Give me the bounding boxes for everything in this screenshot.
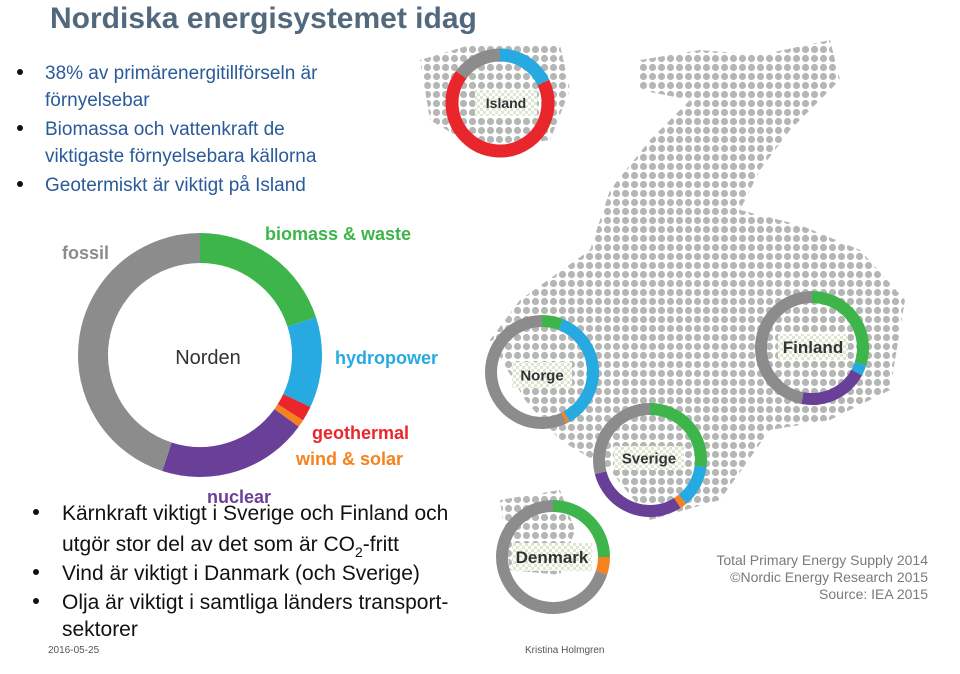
- donut-segment: [552, 500, 610, 558]
- donut-segment: [678, 465, 707, 504]
- donut-segment: [649, 403, 707, 468]
- category-label: nuclear: [207, 487, 271, 507]
- donut-title: Denmark: [516, 548, 589, 567]
- donut-segment: [78, 233, 201, 472]
- subscript: 2: [355, 544, 363, 560]
- label-box: [475, 90, 537, 116]
- bullet: Geotermiskt är viktigt på Island: [45, 175, 306, 196]
- donut-segment: [801, 369, 862, 405]
- bullet: Kärnkraft viktigt i Sverige och Finland …: [62, 502, 448, 525]
- donut-segment: [277, 393, 311, 421]
- bullet: 38% av primärenergitillförseln är: [45, 63, 318, 84]
- date: 2016-05-25: [48, 645, 100, 656]
- text: -fritt: [363, 533, 399, 556]
- source: ©Nordic Energy Research 2015: [730, 569, 928, 585]
- donut-segment: [162, 408, 299, 477]
- donut-segment: [593, 403, 651, 475]
- donut-segment: [594, 470, 681, 517]
- bullet: Vind är viktigt i Danmark (och Sverige): [62, 562, 420, 585]
- donut-segment: [561, 411, 570, 424]
- author: Kristina Holmgren: [525, 645, 604, 656]
- slide-title: Nordiska energisystemet idag: [50, 2, 477, 35]
- category-label: wind & solar: [295, 449, 403, 469]
- donut-segment: [851, 361, 867, 376]
- source: Source: IEA 2015: [819, 586, 928, 602]
- label-box: [778, 334, 848, 360]
- bullets-top: 38% av primärenergitillförseln är förnye…: [17, 63, 318, 196]
- donut-segment: [496, 500, 608, 614]
- label-box: [614, 446, 684, 470]
- bullet: viktigaste förnyelsebara källorna: [45, 146, 317, 167]
- category-label: hydropower: [335, 348, 438, 368]
- label-box: [512, 543, 592, 571]
- donut-title: Norden: [175, 347, 241, 369]
- text: utgör stor del av det som är CO: [62, 533, 355, 556]
- label-box: [512, 362, 572, 388]
- bullet: Olja är viktigt i samtliga länders trans…: [62, 591, 448, 614]
- bullet: utgör stor del av det som är CO2-fritt: [62, 533, 399, 560]
- bullet: sektorer: [62, 618, 138, 641]
- bullets-bottom: Kärnkraft viktigt i Sverige och Finland …: [33, 502, 448, 641]
- donut-title: Norge: [520, 367, 563, 384]
- donut-segment: [755, 291, 813, 404]
- donut-segment: [674, 494, 687, 509]
- donut-segment: [199, 233, 317, 328]
- donut-segment: [558, 319, 599, 422]
- category-label: biomass & waste: [265, 224, 411, 244]
- donut-segment: [541, 315, 563, 331]
- bullet: förnyelsebar: [45, 90, 150, 111]
- donut-segment: [274, 404, 304, 427]
- donut-segment: [445, 70, 555, 158]
- label-box: [158, 341, 258, 373]
- donut-title: Sverige: [622, 450, 676, 467]
- donut-segment: [283, 317, 322, 407]
- category-label: fossil: [62, 243, 109, 263]
- bullet: Biomassa och vattenkraft de: [45, 119, 285, 140]
- donut-segment: [485, 315, 567, 429]
- donut-segment: [455, 48, 501, 79]
- category-label: geothermal: [312, 423, 409, 443]
- donut-title: Finland: [783, 338, 843, 357]
- donut-segment: [499, 48, 550, 86]
- donut-title: Island: [486, 95, 526, 111]
- donut-segment: [811, 291, 869, 366]
- source: Total Primary Energy Supply 2014: [716, 552, 928, 568]
- donut-segment: [595, 556, 610, 575]
